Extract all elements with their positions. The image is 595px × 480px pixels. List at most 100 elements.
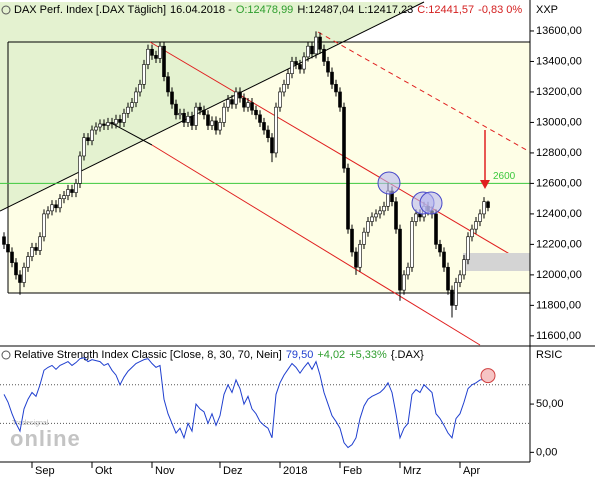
candle-body (18, 274, 22, 283)
candle-body (446, 266, 450, 291)
candle-body (14, 262, 18, 276)
candle-body (226, 99, 230, 108)
candle-body (174, 103, 178, 116)
gap-zone (463, 253, 530, 271)
collapse-icon[interactable] (1, 350, 11, 360)
candle-body (298, 64, 302, 70)
candle-body (186, 116, 190, 123)
candle-body (314, 36, 318, 55)
candle-body (178, 112, 182, 116)
watermark-large: online (10, 426, 81, 451)
candle-body (254, 109, 258, 116)
rsi-line (3, 357, 489, 449)
candle-body (278, 91, 282, 108)
candle-body (258, 114, 262, 123)
y-tick-label: 50,00 (536, 398, 564, 410)
x-tick-label: Nov (155, 465, 175, 477)
y-tick-label: 0,00 (536, 446, 557, 458)
y-tick-label: 11800,00 (536, 299, 581, 311)
candle-body (58, 198, 62, 209)
candle-body (166, 76, 170, 93)
candle-body (190, 116, 194, 126)
candle-body (118, 119, 122, 123)
candle-body (162, 45, 166, 77)
candle-body (318, 36, 322, 50)
candle-body (462, 259, 466, 276)
y-tick-label: 13000,00 (536, 116, 582, 128)
candle-body (338, 91, 342, 108)
channel-upper (149, 41, 531, 267)
x-tick-label: Mrz (403, 465, 421, 477)
candle-body (282, 84, 286, 93)
collapse-icon[interactable] (1, 5, 11, 15)
candle-body (2, 236, 6, 245)
candle-body (346, 167, 350, 230)
y-tick-label: 12800,00 (536, 147, 582, 159)
candle-body (194, 106, 198, 126)
candles (2, 31, 490, 318)
candle-body (262, 122, 266, 131)
x-tick-label: Feb (343, 465, 362, 477)
candle-body (274, 106, 278, 154)
y-tick-label: 13200,00 (536, 86, 582, 98)
header-item: DAX Perf. Index [.DAX Täglich] (14, 4, 166, 16)
candle-body (290, 61, 294, 74)
header-item: +5,33% (349, 349, 387, 361)
header-item: H:12487,04 (297, 4, 354, 16)
candle-body (170, 91, 174, 105)
candle-body (442, 251, 446, 268)
candle-body (438, 244, 442, 253)
candle-body (62, 195, 66, 199)
candle-body (406, 266, 410, 276)
candle-body (310, 45, 314, 55)
candle-body (6, 244, 10, 253)
candle-body (78, 155, 82, 184)
candle-body (470, 228, 474, 238)
candle-body (98, 123, 102, 128)
candle-body (330, 71, 334, 85)
candle-body (90, 129, 94, 142)
candle-body (306, 45, 310, 58)
candle-body (370, 216, 374, 222)
candle-body (350, 228, 354, 253)
candle-body (250, 102, 254, 111)
candle-body (206, 114, 210, 126)
trend-line (0, 1, 425, 212)
candle-body (482, 201, 486, 215)
candle-body (402, 274, 406, 291)
candle-body (134, 91, 138, 103)
candle-body (358, 244, 362, 268)
axis-label: RSIC (536, 349, 562, 361)
candle-body (94, 126, 98, 131)
candle-body (398, 228, 402, 291)
trend-line (112, 123, 153, 146)
axis-label: XXP (536, 4, 558, 16)
candle-body (110, 122, 114, 125)
candle-body (26, 256, 30, 268)
candle-body (234, 91, 238, 105)
candle-body (66, 189, 70, 196)
candle-body (334, 84, 338, 93)
candle-body (286, 73, 290, 85)
candle-body (82, 137, 86, 157)
arrow-head (480, 180, 490, 189)
candle-body (130, 102, 134, 108)
candle-body (114, 119, 118, 125)
candle-body (10, 251, 14, 263)
candle-body (418, 213, 422, 218)
candle-body (394, 201, 398, 230)
candle-body (322, 48, 326, 62)
candle-body (34, 247, 38, 251)
y-tick-label: 12000,00 (536, 269, 582, 281)
candle-body (410, 221, 414, 268)
candle-body (266, 129, 270, 138)
candle-body (326, 61, 330, 73)
candle-body (246, 102, 250, 108)
y-tick-label: 13400,00 (536, 55, 582, 67)
candle-body (486, 201, 490, 208)
x-tick-label: 2018 (283, 465, 307, 477)
candle-body (474, 221, 478, 230)
candle-body (458, 274, 462, 283)
candle-body (86, 137, 90, 142)
candle-body (106, 122, 110, 126)
